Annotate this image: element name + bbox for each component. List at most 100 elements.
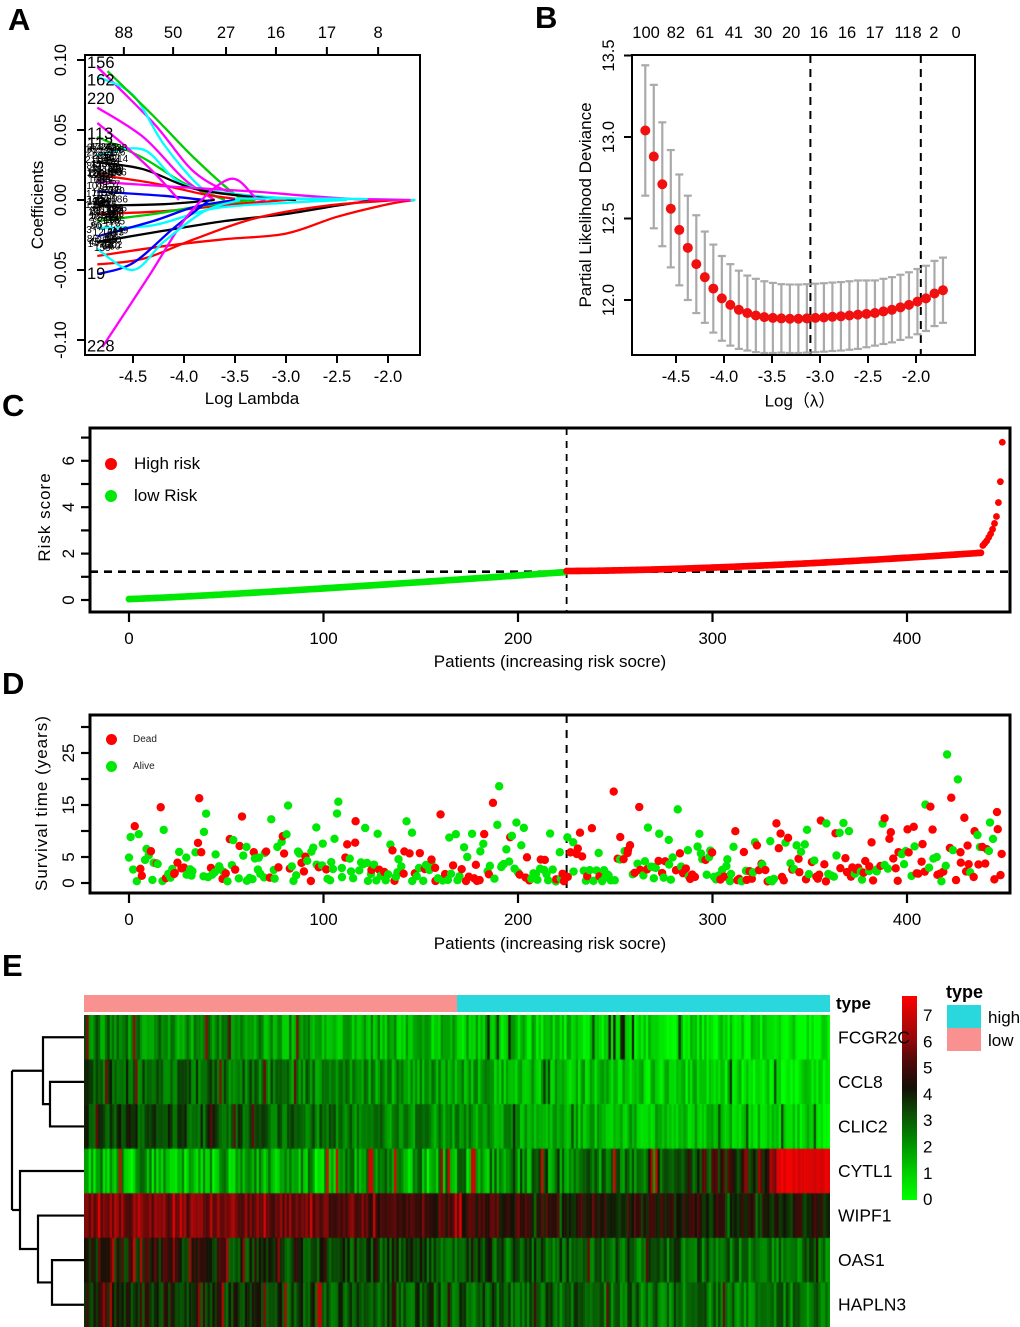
y-tick-label: 13.5 [600, 39, 618, 71]
gene-index-blob-text: 5 [108, 170, 114, 181]
survival-point [548, 865, 557, 874]
survival-point [267, 815, 276, 824]
top-axis-label: 16 [838, 24, 856, 42]
deviance-point [895, 302, 906, 313]
gene-index-blob-text: 147 [102, 216, 119, 227]
gene-index-blob-text: 45 [89, 237, 101, 248]
gene-index-blob-text: 37 [87, 143, 99, 154]
gene-index-blob-text: 107 [92, 200, 109, 211]
gene-index-blob-text: 44 [104, 154, 116, 165]
survival-point [956, 858, 966, 867]
gene-index-blob-text: 205 [101, 142, 118, 153]
survival-point [519, 823, 529, 833]
survival-point [769, 874, 779, 884]
gene-index-blob-text: 152 [96, 172, 113, 183]
survival-point [325, 876, 335, 885]
gene-index-blob-text: 183 [96, 167, 113, 178]
survival-point [941, 861, 950, 870]
panel-a-x-axis-title: Log Lambda [204, 389, 300, 408]
dendrogram-branch [36, 1214, 84, 1284]
survival-point [479, 829, 489, 839]
risk-score-point [993, 513, 1000, 520]
gene-index-blob-text: 41 [104, 148, 116, 159]
top-axis-label: 11 [894, 24, 911, 42]
gene-index-blob-text: 82 [110, 165, 122, 176]
survival-point [279, 849, 289, 858]
gene-label-HAPLN3: HAPLN3 [838, 1295, 906, 1315]
survival-point [555, 848, 564, 857]
survival-point [802, 825, 812, 835]
survival-point [146, 847, 156, 856]
survival-point [306, 876, 316, 886]
survival-point [337, 863, 347, 873]
deviance-point [929, 288, 940, 299]
survival-point [963, 841, 972, 850]
gene-label-OAS1: OAS1 [838, 1250, 885, 1270]
survival-point [804, 870, 814, 879]
gene-index-blob-text: 115 [94, 153, 110, 164]
survival-point [810, 856, 819, 865]
gene-index-blob-text: 188 [101, 204, 118, 215]
survival-point [720, 872, 729, 881]
survival-point [494, 782, 504, 791]
survival-point [191, 848, 200, 857]
deviance-point [759, 312, 770, 323]
gene-label-FCGR2C: FCGR2C [838, 1027, 910, 1047]
gene-index-blob-text: 127 [87, 168, 104, 179]
survival-point [609, 787, 618, 796]
survival-point [792, 841, 801, 850]
survival-point [170, 868, 179, 878]
survival-point [695, 829, 704, 839]
panel-c-x-axis-title: Patients (increasing risk socre) [433, 652, 667, 671]
risk-score-point [991, 520, 998, 527]
type-legend-title: type [946, 982, 984, 1002]
coefficient-path-14 [96, 198, 236, 238]
gene-index-blob-text: 65 [104, 232, 116, 243]
survival-point [981, 859, 990, 868]
gene-index-blob-text: 66 [92, 220, 104, 231]
y-tick-label: 0.05 [52, 114, 70, 146]
x-tick-label: -4.5 [119, 368, 147, 386]
panel-b-x-axis-title: Log（λ） [764, 391, 836, 411]
top-axis-label: 17 [318, 24, 336, 42]
panel-a-label: A [8, 2, 31, 37]
survival-point [783, 833, 793, 843]
type-high-swatch [947, 1005, 981, 1028]
gene-index-blob-text: 169 [102, 228, 119, 239]
survival-point [639, 871, 648, 880]
survival-point [348, 874, 358, 883]
survival-point [467, 829, 477, 838]
gene-index-blob-text: 139 [85, 200, 102, 211]
panel-b-plot-border [631, 54, 976, 356]
survival-point [124, 853, 134, 862]
deviance-point [708, 283, 719, 294]
gene-index-blob-text: 249 [95, 196, 112, 207]
survival-point [643, 823, 653, 832]
annotation-type-label: type [836, 994, 871, 1013]
survival-point [891, 864, 900, 873]
coefficient-path-19 [101, 177, 266, 348]
survival-point [594, 848, 603, 858]
gene-index-blob-text: 192 [87, 197, 104, 208]
survival-point [237, 812, 247, 821]
y-tick-label: 25 [59, 744, 78, 763]
top-axis-label: 27 [217, 24, 235, 42]
risk-score-point [989, 525, 996, 533]
gene-index-blob-text: 10 [85, 145, 97, 156]
deviance-point [657, 179, 668, 190]
survival-point [731, 827, 740, 836]
survival-point [248, 874, 257, 884]
legend-alive-row: Alive [106, 753, 157, 780]
gene-index-blob-text: 64 [102, 241, 114, 252]
survival-point [776, 829, 785, 838]
survival-point [722, 861, 731, 871]
survival-point [587, 824, 597, 833]
survival-point [693, 842, 702, 851]
survival-point [137, 871, 147, 880]
survival-point [924, 863, 934, 872]
survival-point [419, 876, 428, 886]
survival-point [199, 827, 209, 837]
survival-point [223, 877, 232, 886]
